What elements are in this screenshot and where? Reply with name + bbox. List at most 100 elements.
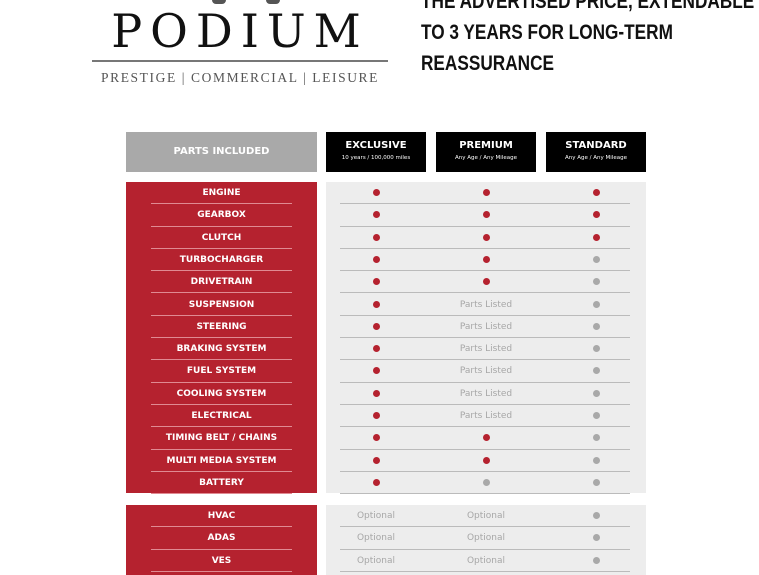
table-row: BATTERY: [0, 472, 759, 495]
included-dot-icon: [372, 255, 380, 263]
coverage-cell: [436, 427, 536, 449]
coverage-cell: [326, 405, 426, 427]
row-divider: [340, 270, 630, 272]
row-divider: [151, 493, 292, 495]
coverage-text: Parts Listed: [459, 321, 513, 332]
row-divider: [340, 526, 630, 528]
included-dot-icon: [372, 434, 380, 442]
headline: THE ADVERTISED PRICE, EXTENDABLE UP TO 3…: [421, 0, 759, 79]
row-divider: [151, 270, 292, 272]
coverage-cell: [546, 316, 646, 338]
coverage-text: Optional: [466, 533, 506, 544]
row-divider: [151, 225, 292, 227]
included-dot-icon: [482, 278, 490, 286]
included-dot-icon: [592, 211, 600, 219]
table-row: GEARBOX: [0, 204, 759, 227]
coverage-cell: [546, 427, 646, 449]
coverage-cell: [546, 550, 646, 572]
part-label: FUEL SYSTEM: [186, 366, 257, 377]
coverage-cell: [546, 182, 646, 204]
part-label: TIMING BELT / CHAINS: [165, 433, 278, 444]
included-dot-icon: [372, 345, 380, 353]
part-label: COOLING SYSTEM: [176, 388, 267, 399]
row-divider: [340, 426, 630, 428]
table-row: TURBOCHARGER: [0, 249, 759, 272]
coverage-cell: [546, 383, 646, 405]
not-included-dot-icon: [592, 255, 600, 263]
part-label: GEARBOX: [197, 210, 246, 221]
row-divider: [340, 403, 630, 405]
part-label: DRIVETRAIN: [190, 277, 253, 288]
coverage-cell: [436, 204, 536, 226]
brand-tagline: PRESTIGE | COMMERCIAL | LEISURE: [100, 70, 379, 85]
headline-line: TO 3 YEARS FOR LONG-TERM: [421, 21, 673, 44]
coverage-cell: [436, 227, 536, 249]
included-dot-icon: [482, 434, 490, 442]
part-label: ADAS: [207, 533, 236, 544]
part-label: TURBOCHARGER: [179, 254, 264, 265]
row-divider: [340, 493, 630, 495]
coverage-cell: [546, 360, 646, 382]
included-dot-icon: [372, 278, 380, 286]
coverage-cell: [326, 360, 426, 382]
not-included-dot-icon: [592, 534, 600, 542]
included-dot-icon: [372, 367, 380, 375]
coverage-text: Parts Listed: [459, 366, 513, 377]
included-dot-icon: [372, 233, 380, 241]
part-label: SUSPENSION: [188, 299, 255, 310]
included-dot-icon: [592, 233, 600, 241]
table-row: MULTI MEDIA SYSTEM: [0, 450, 759, 472]
coverage-text: Optional: [356, 533, 396, 544]
table-row: CLUTCH: [0, 227, 759, 249]
row-divider: [151, 203, 292, 205]
plan-subtitle: Any Age / Any Mileage: [565, 155, 627, 161]
row-divider: [151, 381, 292, 383]
included-dot-icon: [372, 478, 380, 486]
table-row: ENGINE: [0, 182, 759, 205]
coverage-cell: [546, 472, 646, 494]
part-label: ELECTRICAL: [191, 411, 252, 421]
row-divider: [340, 470, 630, 472]
table-row: TIMING BELT / CHAINS: [0, 427, 759, 450]
not-included-dot-icon: [592, 389, 600, 397]
row-divider: [151, 570, 292, 572]
included-dot-icon: [482, 233, 490, 241]
part-label: VES: [211, 555, 232, 566]
coverage-cell: [436, 450, 536, 472]
coverage-cell: [326, 383, 426, 405]
coverage-cell: [326, 182, 426, 204]
included-dot-icon: [482, 189, 490, 196]
included-dot-icon: [482, 456, 490, 464]
coverage-cell: [326, 271, 426, 293]
included-dot-icon: [372, 322, 380, 330]
coverage-cell: [546, 338, 646, 360]
coverage-text: Parts Listed: [459, 388, 513, 399]
row-divider: [340, 292, 630, 294]
row-divider: [340, 381, 630, 383]
row-divider: [340, 247, 630, 249]
extras-column-bg: [126, 505, 317, 575]
not-included-dot-icon: [592, 412, 600, 419]
table-row: STEERING Parts Listed: [0, 316, 759, 339]
coverage-cell: [326, 427, 426, 449]
logo-divider: [92, 60, 388, 62]
coverage-cell: [326, 338, 426, 360]
coverage-cell: [326, 204, 426, 226]
coverage-cell: [546, 204, 646, 226]
row-divider: [340, 548, 630, 550]
coverage-cell: [546, 450, 646, 472]
coverage-cell: [546, 505, 646, 527]
part-label: BRAKING SYSTEM: [176, 344, 267, 355]
coverage-cell: [436, 472, 536, 494]
table-row: DRIVETRAIN: [0, 271, 759, 294]
plan-title: STANDARD: [565, 140, 627, 151]
row-divider: [151, 337, 292, 339]
included-dot-icon: [372, 211, 380, 219]
coverage-cell: [546, 294, 646, 316]
row-divider: [340, 337, 630, 339]
part-label: MULTI MEDIA SYSTEM: [166, 455, 277, 466]
coverage-text: Parts Listed: [459, 411, 513, 421]
plan-subtitle: Any Age / Any Mileage: [455, 155, 517, 161]
headline-line: REASSURANCE: [421, 52, 554, 75]
plan-subtitle: 10 years / 100,000 miles: [341, 155, 411, 161]
